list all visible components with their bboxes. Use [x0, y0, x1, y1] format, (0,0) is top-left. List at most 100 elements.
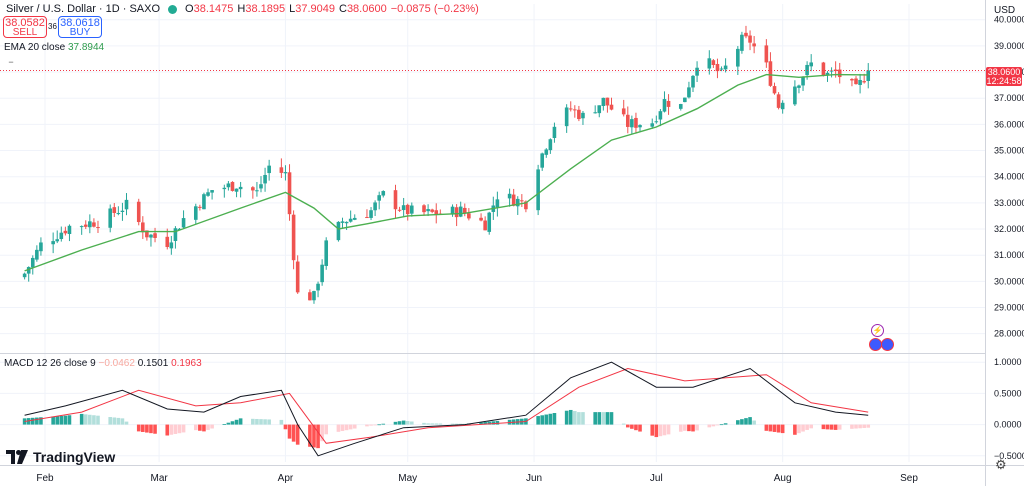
macd-legend[interactable]: MACD 12 26 close 9 −0.0462 0.1501 0.1963 [4, 358, 202, 369]
candle-body [426, 209, 430, 212]
candle [222, 184, 227, 198]
candle-body [51, 241, 55, 245]
candle-body [515, 198, 520, 207]
macd-histogram-bar [238, 418, 243, 425]
spread-value: 36 [48, 22, 57, 31]
macd-hist-value: −0.0462 [98, 358, 135, 369]
ohlc-open: O38.1475 [185, 3, 234, 15]
currency-label[interactable]: USD [994, 5, 1016, 16]
macd-histogram-bar [116, 417, 121, 425]
macd-histogram-bar [35, 417, 39, 425]
macd-histogram-bar [707, 424, 712, 428]
candle [462, 203, 467, 217]
candle [605, 97, 610, 113]
candle-body [458, 206, 463, 217]
candle [764, 39, 769, 68]
candle [581, 111, 585, 125]
tradingview-logo-icon [6, 450, 28, 464]
eye-toggle-icon[interactable]: − [8, 57, 14, 67]
macd-histogram-bar [454, 423, 459, 425]
macd-histogram-bar [723, 423, 728, 425]
macd-histogram-bar [740, 419, 744, 425]
macd-histogram-bar [26, 418, 31, 425]
macd-histogram-bar [483, 421, 487, 425]
ohlc-low: L37.9049 [289, 3, 335, 15]
symbol-title[interactable]: Silver / U.S. Dollar · 1D · SAXO [6, 3, 161, 15]
candle-body [283, 172, 288, 174]
candle-body [39, 242, 43, 252]
candle-body [22, 273, 27, 278]
buy-button[interactable]: 38.0618 BUY [58, 16, 102, 38]
candle [259, 176, 263, 193]
macd-histogram-bar [487, 421, 492, 425]
event-bolt-icon[interactable]: ⚡ [871, 324, 884, 337]
candle-body [202, 194, 206, 210]
macd-histogram-bar [405, 421, 410, 425]
candle [634, 112, 638, 134]
candle-body [479, 217, 483, 221]
candle-body [88, 221, 92, 228]
macd-histogram-bar [866, 424, 871, 428]
candle-body [238, 186, 243, 190]
candle-body [719, 68, 724, 70]
macd-histogram-bar [255, 418, 259, 425]
candle-body [625, 114, 630, 127]
candle-body [548, 139, 553, 151]
macd-histogram-bar [401, 420, 406, 425]
candle-body [198, 206, 202, 208]
candle-body [116, 213, 121, 215]
settings-gear-icon[interactable]: ⚙ [995, 457, 1007, 472]
market-open-icon [168, 4, 178, 14]
candle [837, 62, 842, 84]
candle-body [736, 48, 740, 67]
candle [226, 180, 231, 191]
candle-body [801, 76, 805, 86]
candle [173, 226, 178, 249]
candle-body [609, 104, 614, 110]
macd-histogram-bar [862, 424, 866, 428]
x-tick-label: Aug [774, 473, 792, 484]
macd-histogram-bar [573, 411, 577, 425]
sell-button[interactable]: 38.0582 SELL [3, 16, 47, 38]
candle-body [316, 283, 320, 291]
candle-body [536, 169, 540, 211]
candle [234, 188, 239, 198]
macd-histogram-bar [324, 424, 329, 435]
macd-histogram-bar [568, 409, 573, 425]
candle-body [344, 221, 349, 224]
macd-histogram-bar [39, 417, 43, 425]
macd-histogram-bar [92, 415, 96, 425]
candle [116, 206, 121, 216]
candle [748, 30, 752, 51]
macd-histogram-bar [748, 417, 752, 425]
candle [450, 204, 455, 217]
candle-body [173, 228, 178, 241]
candle [650, 118, 655, 129]
tradingview-logo[interactable]: TradingView [6, 449, 115, 465]
macd-histogram-bar [222, 424, 227, 425]
macd-histogram-bar [312, 424, 316, 448]
candle-body [467, 213, 471, 219]
us-flag-icon[interactable] [881, 338, 894, 351]
candle [801, 76, 805, 91]
macd-histogram-bar [654, 424, 659, 438]
y-tick-label: 36.0000 [994, 119, 1024, 129]
candle-body [821, 62, 826, 76]
candle [373, 200, 377, 217]
candle [511, 188, 516, 207]
candle-body [405, 204, 410, 215]
candle-body [112, 207, 117, 214]
macd-histogram-bar [666, 424, 671, 435]
candle [711, 59, 716, 68]
macd-histogram-bar [373, 424, 377, 426]
candle-body [55, 239, 60, 242]
candle-body [597, 105, 602, 114]
candle-body [26, 267, 31, 274]
candle-body [564, 107, 569, 127]
candle [597, 105, 602, 118]
candle-body [79, 226, 84, 228]
candle-body [723, 65, 728, 70]
macd-histogram-bar [495, 420, 500, 425]
ema-legend[interactable]: EMA 20 close 37.8944 [4, 42, 104, 53]
macd-histogram-bar [678, 424, 683, 432]
